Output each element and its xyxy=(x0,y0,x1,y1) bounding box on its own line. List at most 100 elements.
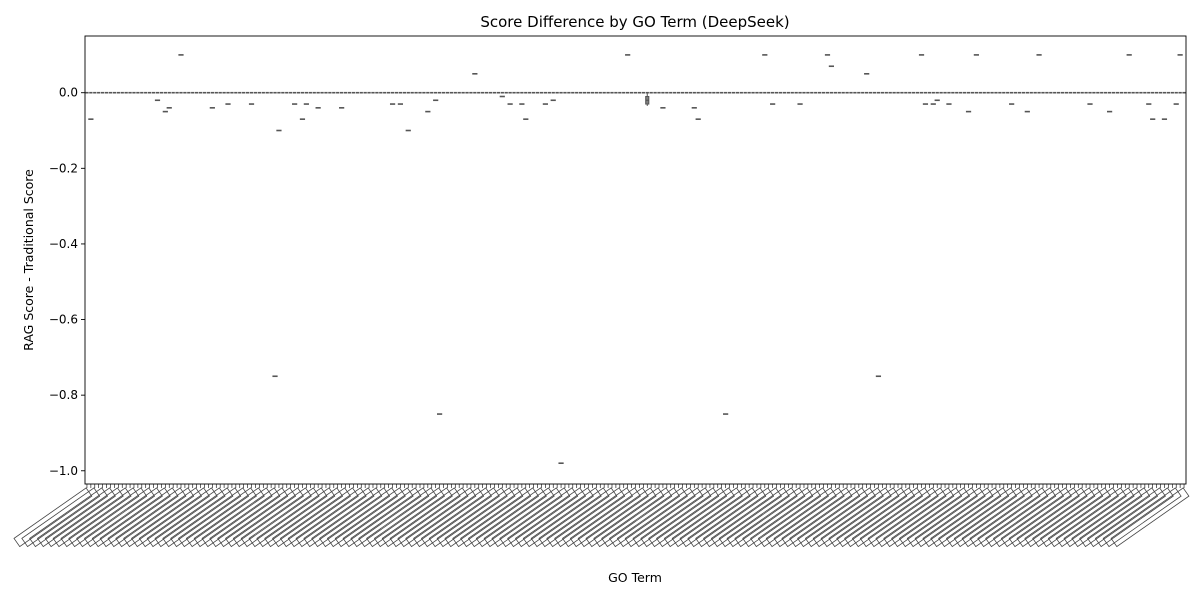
x-category-label xyxy=(804,487,884,548)
x-category-label xyxy=(91,487,171,548)
x-category-label xyxy=(561,487,641,548)
x-category-label xyxy=(366,487,446,548)
x-category-label xyxy=(1110,487,1190,548)
y-axis-label: RAG Score - Traditional Score xyxy=(21,169,36,351)
x-category-label xyxy=(569,487,649,548)
x-category-label xyxy=(514,487,594,548)
x-category-label xyxy=(898,487,978,548)
x-category-label xyxy=(750,487,829,548)
x-category-label xyxy=(1040,487,1119,548)
x-category-label xyxy=(1079,487,1159,548)
x-category-label xyxy=(154,487,234,548)
x-category-label xyxy=(29,487,109,548)
x-category-label xyxy=(60,487,140,548)
x-category-label xyxy=(812,487,892,548)
x-category-label xyxy=(781,487,861,548)
x-category-label xyxy=(76,487,156,548)
plot-area xyxy=(85,54,1186,465)
x-category-label xyxy=(358,487,438,548)
x-category-label xyxy=(130,487,210,548)
x-category-label xyxy=(757,487,837,548)
x-category-label xyxy=(648,487,728,548)
x-category-label xyxy=(170,487,250,548)
x-category-label xyxy=(1008,487,1088,548)
x-category-label xyxy=(891,487,971,548)
y-tick-label: −0.8 xyxy=(49,388,78,402)
x-category-label xyxy=(303,487,383,548)
x-category-label xyxy=(389,487,469,548)
x-category-label xyxy=(656,487,735,548)
x-category-label xyxy=(977,487,1057,548)
x-category-label xyxy=(264,487,344,548)
x-category-label xyxy=(953,487,1033,548)
x-axis-label: GO Term xyxy=(608,570,662,585)
chart-title: Score Difference by GO Term (DeepSeek) xyxy=(480,13,789,31)
x-category-label xyxy=(185,487,265,548)
x-category-label xyxy=(906,487,986,548)
x-category-label xyxy=(945,487,1025,548)
x-category-label xyxy=(319,487,398,548)
x-category-label xyxy=(640,487,720,548)
x-category-label xyxy=(922,487,1002,548)
x-category-label xyxy=(836,487,916,548)
x-category-label xyxy=(546,487,626,548)
x-category-label xyxy=(44,487,124,548)
x-category-label xyxy=(107,487,187,548)
x-category-label xyxy=(710,487,790,548)
x-category-label xyxy=(248,487,328,548)
y-tick-label: −0.6 xyxy=(49,313,78,327)
x-category-label xyxy=(115,487,195,548)
x-category-label xyxy=(828,487,908,548)
x-category-label xyxy=(844,487,924,548)
x-category-label xyxy=(240,487,320,548)
x-category-label xyxy=(1024,487,1104,548)
x-category-label xyxy=(350,487,430,548)
x-category-label xyxy=(287,487,367,548)
x-category-label xyxy=(632,487,712,548)
x-category-label xyxy=(969,487,1049,548)
x-category-label xyxy=(851,487,931,548)
x-category-label xyxy=(311,487,391,548)
x-category-label xyxy=(1016,487,1096,548)
x-category-label xyxy=(703,487,782,548)
x-category-label xyxy=(1055,487,1135,548)
x-category-label xyxy=(616,487,696,548)
x-axis-ticks xyxy=(13,484,1190,548)
x-category-label xyxy=(538,487,618,548)
x-category-label xyxy=(225,487,304,548)
x-category-label xyxy=(1063,487,1143,548)
x-category-label xyxy=(413,487,493,548)
x-category-label xyxy=(671,487,751,548)
x-category-label xyxy=(1094,487,1174,548)
x-category-label xyxy=(201,487,281,548)
x-category-label xyxy=(178,487,257,548)
x-category-label xyxy=(295,487,375,548)
x-category-label xyxy=(483,487,563,548)
x-category-label xyxy=(21,487,101,548)
x-category-label xyxy=(256,487,336,548)
x-category-label xyxy=(797,487,877,548)
x-category-label xyxy=(342,487,422,548)
x-category-label xyxy=(475,487,555,548)
x-category-label xyxy=(397,487,477,548)
x-category-label xyxy=(334,487,414,548)
x-category-label xyxy=(1102,487,1182,548)
x-category-label xyxy=(859,487,939,548)
y-axis-ticks: 0.0 −0.2 −0.4 −0.6 −0.8 −1.0 xyxy=(49,86,85,478)
x-category-label xyxy=(36,487,116,548)
x-category-label xyxy=(624,487,704,548)
x-category-label xyxy=(867,487,947,548)
plot-frame xyxy=(84,35,1187,485)
x-category-label xyxy=(123,487,203,548)
x-category-label xyxy=(883,487,963,548)
x-category-label xyxy=(695,487,775,548)
x-category-label xyxy=(789,487,869,548)
x-category-label xyxy=(554,487,634,548)
x-category-label xyxy=(609,487,688,548)
y-tick-label: −1.0 xyxy=(49,464,78,478)
x-category-label xyxy=(217,487,297,548)
x-category-label xyxy=(820,487,900,548)
x-category-label xyxy=(272,487,351,548)
x-category-label xyxy=(961,487,1041,548)
